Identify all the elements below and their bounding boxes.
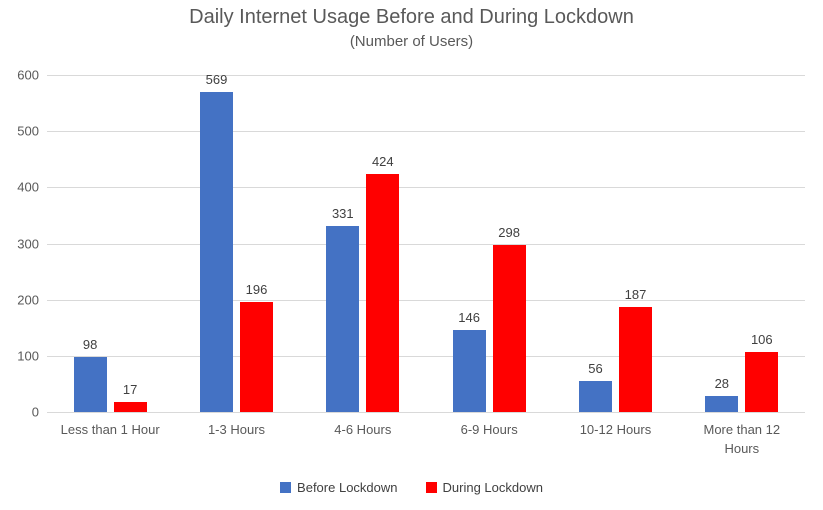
bar-value-label: 569 [205, 72, 228, 88]
bar-during-lockdown [239, 301, 273, 412]
x-axis-label: More than 12 Hours [703, 422, 781, 456]
bar-value-label: 17 [122, 382, 138, 398]
bar-value-label: 146 [458, 310, 480, 325]
bar-group-1-3-hours: 569 196 [173, 72, 299, 412]
x-axis-label: 1-3 Hours [207, 422, 266, 437]
legend: Before Lockdown During Lockdown [0, 480, 823, 495]
y-axis-label: 600 [17, 67, 39, 83]
bar-col-before-lockdown: 28 [705, 376, 739, 412]
chart-title: Daily Internet Usage Before and During L… [189, 6, 634, 28]
bar-group-4-6-hours: 331 424 [300, 75, 426, 412]
x-axis-label: 6-9 Hours [460, 422, 518, 437]
gridline [47, 75, 805, 76]
legend-label: Before Lockdown [297, 480, 398, 495]
bar-value-label: 331 [331, 206, 354, 222]
bar-value-label: 98 [82, 336, 98, 352]
legend-label: During Lockdown [442, 480, 543, 495]
gridline [47, 131, 805, 133]
y-axis: 600 500 400 300 200 100 0 [0, 68, 39, 420]
bar-col-during-lockdown: 298 [492, 224, 526, 412]
x-axis: Less than 1 Hour 1-3 Hours 4-6 Hours 6-9 Ho… [47, 421, 805, 459]
bar-col-before-lockdown: 146 [452, 310, 486, 412]
bar-col-during-lockdown: 17 [113, 382, 147, 412]
bar-value-label: 106 [750, 332, 773, 348]
bar-before-lockdown [578, 380, 612, 412]
y-axis-label: 400 [17, 179, 39, 195]
bar-value-label: 424 [371, 153, 394, 169]
bar-col-before-lockdown: 331 [326, 206, 360, 412]
bar-before-lockdown [73, 356, 107, 412]
bar-value-label: 28 [714, 376, 730, 392]
y-axis-label: 500 [17, 123, 39, 139]
x-axis-label: 4-6 Hours [334, 422, 392, 437]
bar-value-label: 196 [245, 281, 268, 297]
bar-value-label: 56 [588, 360, 603, 376]
gridline [47, 299, 805, 301]
gridline [47, 412, 805, 413]
bar-group-more-than-12-hours: 28 106 [679, 75, 805, 412]
legend-item-during-lockdown: During Lockdown [425, 480, 543, 495]
bar-col-during-lockdown: 106 [745, 332, 779, 412]
bar-group-10-12-hours: 56 187 [552, 75, 678, 412]
chart-subtitle: (Number of Users) [349, 33, 474, 50]
gridline [47, 355, 805, 357]
legend-item-before-lockdown: Before Lockdown [280, 480, 398, 495]
x-axis-label: Less than 1 Hour [60, 422, 160, 437]
bar-value-label: 187 [624, 286, 647, 302]
bar-col-during-lockdown: 424 [366, 153, 400, 412]
bar-col-before-lockdown: 56 [578, 360, 612, 412]
bar-col-before-lockdown: 569 [199, 72, 233, 412]
bar-during-lockdown [618, 306, 652, 412]
bar-group-less-than-1-hour: 98 17 [47, 75, 173, 412]
gridline [47, 243, 805, 245]
bar-group-6-9-hours: 146 298 [426, 75, 552, 412]
bar-groups: 98 17 569 196 331 424 146 298 56 187 28 106 [47, 72, 805, 412]
bar-before-lockdown [705, 396, 739, 412]
bar-during-lockdown [113, 402, 147, 412]
gridline [47, 187, 805, 189]
x-axis-label: 10-12 Hours [579, 422, 652, 437]
bar-before-lockdown [199, 92, 233, 412]
legend-marker-during-lockdown [425, 482, 437, 493]
bar-before-lockdown [452, 330, 486, 412]
bar-during-lockdown [492, 244, 526, 412]
plot-area: 98 17 569 196 331 424 146 298 56 187 28 106 [47, 72, 805, 413]
bar-during-lockdown [366, 173, 400, 412]
bar-value-label: 298 [498, 224, 520, 240]
bar-col-during-lockdown: 196 [239, 281, 273, 412]
y-axis-label: 0 [31, 404, 39, 420]
legend-marker-before-lockdown [280, 482, 292, 493]
bar-during-lockdown [745, 352, 779, 412]
y-axis-label: 100 [17, 348, 39, 364]
y-axis-label: 200 [17, 292, 39, 308]
bar-col-before-lockdown: 98 [73, 336, 107, 412]
bar-before-lockdown [326, 226, 360, 412]
y-axis-label: 300 [17, 236, 39, 251]
bar-col-during-lockdown: 187 [618, 286, 652, 412]
